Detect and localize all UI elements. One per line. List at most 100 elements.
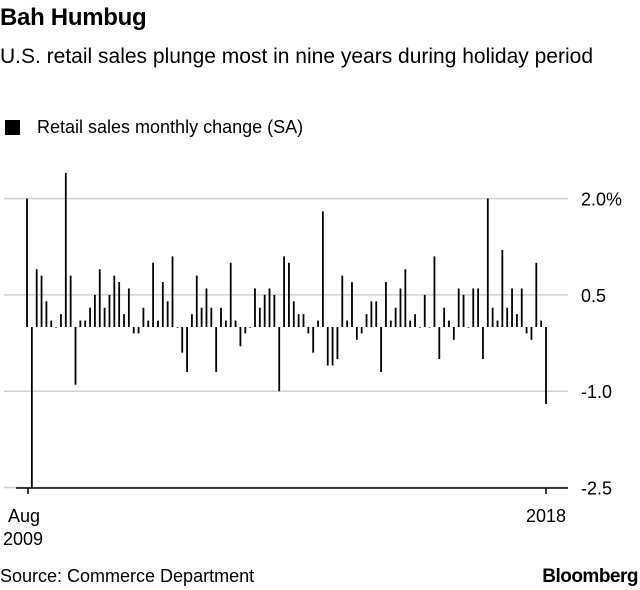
bar — [423, 294, 426, 327]
bar — [326, 327, 329, 366]
bar — [380, 327, 382, 372]
bar — [195, 275, 198, 327]
bar — [55, 327, 58, 328]
bar — [40, 275, 43, 327]
bar — [297, 314, 300, 327]
bar — [147, 320, 150, 327]
bar — [161, 282, 164, 327]
bar — [540, 320, 543, 327]
bar — [84, 320, 87, 327]
y-tick-label: -2.5 — [581, 479, 612, 499]
bar — [205, 288, 208, 327]
bar — [176, 327, 179, 328]
bar — [283, 256, 285, 327]
bar — [365, 314, 368, 327]
bar — [69, 275, 72, 327]
bar — [462, 294, 465, 327]
bar — [511, 288, 513, 327]
legend: Retail sales monthly change (SA) — [5, 117, 303, 138]
bar — [409, 320, 412, 327]
bar — [239, 327, 242, 347]
bar — [171, 256, 174, 327]
bar — [331, 327, 334, 366]
bar — [234, 320, 237, 327]
bar — [443, 307, 446, 327]
bar — [472, 288, 475, 327]
bar — [64, 172, 67, 327]
bar — [355, 327, 358, 340]
bar — [404, 269, 407, 327]
bar — [215, 327, 218, 372]
x-tick-label: 2018 — [526, 506, 566, 526]
bar — [336, 327, 339, 360]
bar — [79, 320, 82, 327]
bar — [385, 282, 387, 327]
bar — [428, 327, 431, 328]
bar — [360, 327, 363, 334]
bar — [263, 294, 266, 327]
bar — [491, 307, 494, 327]
axes — [16, 487, 568, 494]
bar — [278, 327, 281, 392]
bar — [254, 288, 256, 327]
bar — [244, 327, 247, 334]
bar — [157, 320, 159, 327]
bar — [220, 307, 222, 327]
bar — [200, 307, 203, 327]
bar — [321, 211, 324, 327]
y-tick-label: -1.0 — [581, 382, 612, 402]
bar — [375, 301, 378, 327]
bar — [482, 327, 484, 360]
bar — [273, 294, 276, 327]
bar — [127, 288, 130, 327]
bar — [249, 327, 252, 328]
bar — [302, 314, 305, 327]
bar — [530, 327, 533, 340]
bar — [268, 288, 271, 327]
bar — [258, 307, 261, 327]
bar — [341, 275, 344, 327]
bar — [312, 327, 315, 353]
bar — [137, 327, 140, 334]
bar — [433, 256, 436, 327]
bar — [103, 307, 106, 327]
bar — [118, 282, 121, 327]
bar — [132, 327, 135, 334]
bar — [186, 327, 188, 372]
bar — [452, 327, 455, 340]
bar — [123, 314, 125, 327]
bar — [224, 320, 227, 327]
legend-label: Retail sales monthly change (SA) — [37, 117, 304, 137]
bar — [389, 320, 392, 327]
bar — [467, 327, 470, 328]
bar — [370, 301, 373, 327]
x-tick-label: 2009 — [3, 529, 43, 549]
bar — [35, 269, 38, 327]
bar — [525, 327, 528, 334]
bar — [142, 307, 145, 327]
x-tick-label: Aug — [8, 506, 40, 526]
bar — [152, 262, 155, 327]
bar — [506, 307, 509, 327]
bar — [210, 307, 213, 327]
bar — [438, 327, 441, 360]
bloomberg-logo: Bloomberg — [542, 566, 638, 587]
bar — [181, 327, 184, 353]
bar — [351, 282, 353, 327]
bar — [399, 288, 402, 327]
bar — [26, 198, 28, 327]
bar — [414, 314, 416, 327]
bars — [26, 172, 547, 488]
y-tick-label: 0.5 — [581, 286, 606, 306]
bar — [515, 314, 518, 327]
chart-subtitle: U.S. retail sales plunge most in nine ye… — [0, 45, 593, 68]
source-note: Source: Commerce Department — [0, 566, 255, 586]
legend-swatch — [5, 120, 20, 135]
bar — [292, 301, 295, 327]
y-tick-label: 2.0% — [581, 190, 622, 210]
bar — [60, 314, 62, 327]
bar — [229, 262, 232, 327]
bar — [288, 262, 290, 327]
bar — [448, 320, 450, 327]
